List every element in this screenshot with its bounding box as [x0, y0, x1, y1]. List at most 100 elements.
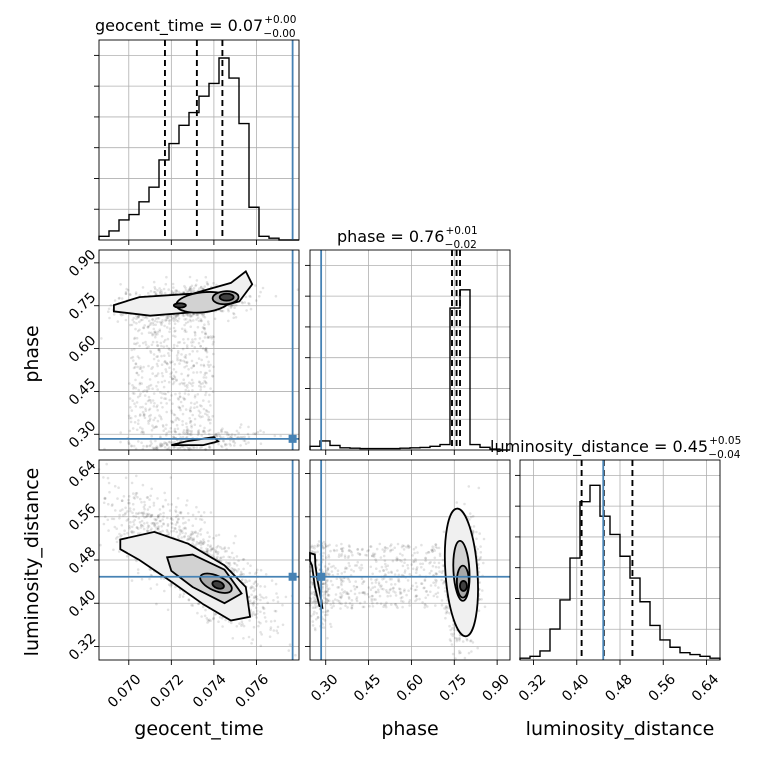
sample-point	[396, 569, 399, 572]
ytick-label-luminosity-distance: 0.40	[66, 587, 99, 620]
sample-point	[229, 556, 232, 559]
sample-point	[142, 505, 146, 509]
sample-point	[172, 326, 176, 330]
sample-point	[102, 476, 105, 479]
sample-point	[230, 433, 234, 436]
sample-point	[406, 563, 409, 567]
sample-point	[185, 430, 188, 433]
sample-point	[136, 512, 140, 516]
sample-point	[403, 561, 406, 564]
xtick-label-luminosity-distance: 0.48	[602, 671, 635, 704]
sample-point	[136, 568, 140, 571]
sample-point	[183, 341, 186, 345]
sample-point	[159, 519, 162, 523]
sample-point	[151, 332, 155, 336]
sample-point	[147, 419, 150, 423]
sample-point	[165, 423, 168, 427]
sample-point	[135, 559, 138, 563]
sample-point	[168, 440, 172, 444]
sample-point	[164, 368, 167, 371]
sample-point	[262, 596, 265, 600]
sample-point	[183, 534, 186, 538]
sample-point	[136, 341, 139, 345]
sample-point	[184, 384, 187, 388]
sample-point	[139, 367, 143, 370]
sample-point	[161, 392, 164, 395]
sample-point	[183, 392, 187, 395]
sample-point	[326, 609, 330, 613]
sample-point	[171, 518, 174, 521]
sample-point	[220, 445, 224, 449]
sample-point	[274, 582, 278, 586]
sample-point	[207, 322, 210, 326]
sample-point	[470, 650, 473, 653]
sample-point	[168, 318, 172, 322]
sample-point	[189, 325, 192, 329]
sample-point	[210, 547, 214, 551]
sample-point	[170, 583, 173, 587]
sample-point	[176, 520, 179, 523]
sample-point	[176, 351, 180, 355]
sample-point	[478, 532, 482, 535]
sample-point	[154, 331, 157, 335]
sample-point	[132, 385, 136, 389]
sample-point	[433, 556, 437, 560]
sample-point	[202, 326, 206, 330]
sample-point	[379, 556, 383, 559]
sample-point	[175, 423, 179, 427]
sample-point	[195, 401, 199, 404]
sample-point	[156, 497, 159, 500]
sample-point	[396, 542, 400, 546]
sample-point	[204, 608, 207, 612]
sample-point	[230, 551, 234, 555]
sample-point	[337, 555, 341, 558]
sample-point	[145, 529, 149, 533]
sample-point	[192, 365, 195, 368]
sample-point	[423, 603, 427, 606]
sample-point	[325, 586, 329, 589]
sample-point	[158, 445, 162, 448]
sample-point	[261, 286, 265, 290]
sample-point	[175, 379, 178, 383]
sample-point	[119, 440, 122, 444]
sample-point	[190, 603, 193, 607]
sample-point	[158, 329, 161, 333]
sample-point	[198, 337, 202, 340]
sample-point	[196, 313, 199, 317]
sample-point	[151, 333, 154, 337]
sample-point	[140, 382, 143, 385]
sample-point	[172, 334, 175, 338]
sample-point	[450, 632, 453, 636]
sample-point	[232, 303, 236, 307]
sample-point	[169, 315, 173, 318]
sample-point	[167, 347, 170, 350]
sample-point	[173, 427, 177, 431]
sample-point	[164, 282, 168, 286]
sample-point	[149, 401, 153, 404]
sample-point	[209, 363, 212, 367]
sample-point	[255, 616, 258, 619]
sample-point	[159, 435, 162, 439]
sample-point	[113, 299, 117, 302]
sample-point	[208, 446, 212, 449]
sample-point	[204, 275, 208, 279]
sample-point	[154, 525, 157, 528]
sample-point	[156, 364, 159, 368]
sample-point	[185, 364, 188, 368]
sample-point	[141, 430, 144, 433]
sample-point	[196, 325, 200, 329]
sample-point	[185, 330, 188, 334]
sample-point	[434, 565, 438, 569]
sample-point	[112, 548, 115, 552]
contour-level-4	[218, 292, 235, 302]
panel-phase-vs-geocent-time	[94, 249, 300, 455]
sample-point	[170, 521, 173, 525]
sample-point	[207, 432, 211, 436]
sample-point	[143, 516, 146, 519]
sample-point	[176, 356, 179, 360]
sample-point	[151, 387, 154, 391]
sample-point	[167, 288, 170, 291]
sample-point	[199, 344, 202, 348]
sample-point	[179, 510, 183, 514]
sample-point	[264, 573, 268, 576]
